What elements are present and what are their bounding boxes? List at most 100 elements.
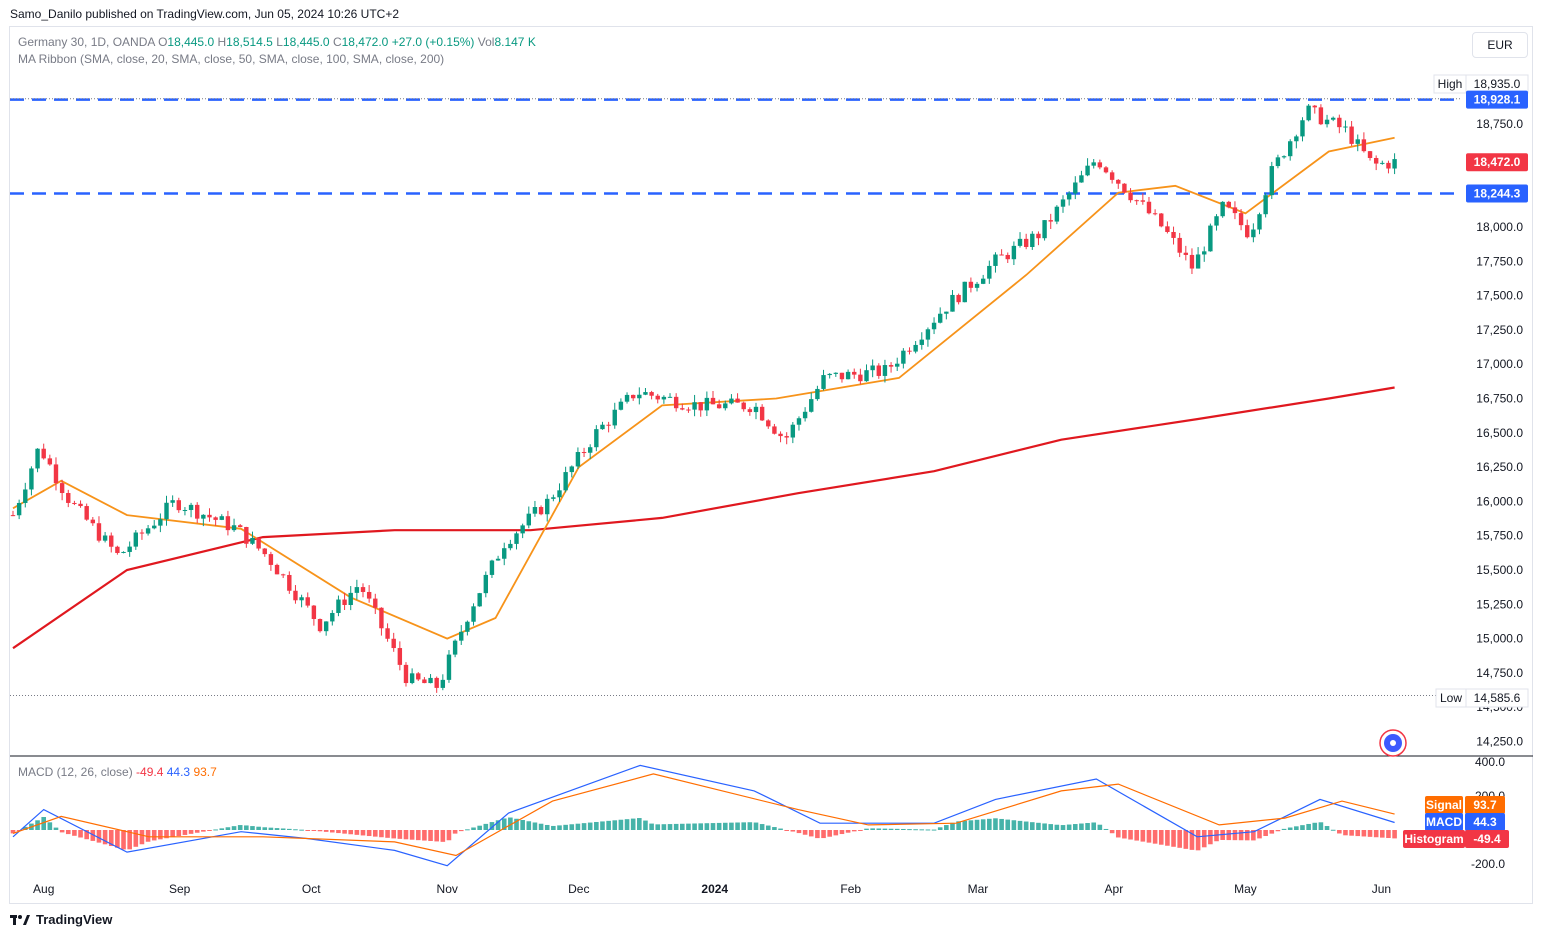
candle-body <box>637 394 642 399</box>
macd-hist-bar <box>108 830 114 847</box>
candle-body <box>354 587 360 593</box>
candle <box>115 545 120 555</box>
macd-hist-bar <box>649 823 654 830</box>
candle <box>502 542 507 566</box>
candle-body <box>1116 179 1121 184</box>
candle-body <box>502 548 507 559</box>
candle <box>409 668 415 685</box>
macd-signal-value: 93.7 <box>193 765 217 779</box>
macd-hist-bar <box>987 818 992 830</box>
candle-body <box>962 281 967 303</box>
candle <box>532 500 538 517</box>
macd-hist-bar <box>851 830 857 832</box>
macd-hist-bar <box>680 823 685 830</box>
time-tick-label: Apr <box>1105 882 1124 896</box>
candle <box>428 674 433 684</box>
candle <box>649 390 654 400</box>
candle <box>373 593 378 615</box>
price-tick-label: 16,250.0 <box>1476 460 1523 474</box>
macd-hist-bar <box>102 830 108 845</box>
candle <box>944 311 949 320</box>
candle <box>127 541 132 557</box>
candle <box>729 394 734 405</box>
price-tick-label: 18,000.0 <box>1476 220 1523 234</box>
candle-body <box>440 679 446 688</box>
macd-name-tag-bg <box>1425 813 1463 831</box>
candle <box>790 422 796 444</box>
macd-hist-bar <box>1183 830 1189 849</box>
candle <box>778 431 783 443</box>
macd-hist-bar <box>532 822 538 830</box>
candle-body <box>102 535 108 541</box>
macd-hist-bar <box>41 817 47 830</box>
candle <box>870 359 875 378</box>
candle <box>1312 105 1317 114</box>
candle <box>1275 154 1281 169</box>
candle-body <box>274 564 280 575</box>
macd-hist-bar <box>901 828 906 830</box>
macd-hist-bar <box>716 822 722 830</box>
macd-hist-bar <box>96 830 102 843</box>
signal-name-tag: Signal <box>1425 796 1463 814</box>
candle-body <box>78 503 83 507</box>
candle-body <box>379 607 384 629</box>
candle-body <box>1066 193 1072 200</box>
candle-body <box>1343 126 1348 128</box>
candle-body <box>465 621 470 632</box>
replay-icon[interactable] <box>1379 729 1407 757</box>
macd-hist-bar <box>495 820 501 830</box>
candle <box>47 454 53 466</box>
candle <box>551 494 556 502</box>
candle-body <box>1023 238 1029 247</box>
candle-body <box>778 433 783 437</box>
hist-value-tag-bg <box>1465 830 1509 848</box>
candle-body <box>802 411 808 419</box>
high-value-text: 18,935.0 <box>1474 77 1521 91</box>
candle <box>385 623 390 642</box>
currency-button[interactable]: EUR <box>1472 32 1528 58</box>
macd-hist-bar <box>1054 824 1060 830</box>
candle <box>219 514 224 521</box>
macd-hist-bar <box>667 824 673 830</box>
published-line: Samo_Danilo published on TradingView.com… <box>10 7 400 21</box>
macd-hist-bar <box>600 821 605 830</box>
price-tick-label: 15,500.0 <box>1476 563 1523 577</box>
chart-frame <box>9 26 1533 904</box>
candle-body <box>495 558 501 561</box>
macd-legend[interactable]: MACD (12, 26, close) -49.4 44.3 93.7 <box>18 765 217 779</box>
candle <box>723 400 728 411</box>
candle <box>747 407 753 416</box>
candle-body <box>1269 166 1274 196</box>
indicator-legend[interactable]: MA Ribbon (SMA, close, 20, SMA, close, 5… <box>18 52 445 66</box>
candle-body <box>1042 220 1047 239</box>
candle <box>477 592 482 607</box>
candle <box>489 559 495 578</box>
macd-hist-bar <box>84 830 89 840</box>
candle <box>90 516 96 526</box>
candle <box>133 530 139 550</box>
candle <box>1165 221 1170 234</box>
candle-body <box>809 399 814 412</box>
candle <box>195 502 200 524</box>
candle-body <box>1152 213 1158 215</box>
macd-hist-bar <box>1177 830 1182 848</box>
macd-hist-bar <box>1030 822 1035 830</box>
macd-value-tag: 44.3 <box>1465 813 1505 831</box>
signal-value-tag: 93.7 <box>1465 796 1505 814</box>
candle <box>1257 212 1262 235</box>
macd-title: MACD (12, 26, close) <box>18 765 133 779</box>
candle-body <box>305 597 310 606</box>
high-tag-label: High <box>1438 77 1463 91</box>
price-tick-label: 18,750.0 <box>1476 117 1523 131</box>
candle <box>600 421 605 430</box>
macd-hist-bar <box>22 826 28 830</box>
candle <box>1091 159 1096 169</box>
macd-hist-bar <box>581 823 587 830</box>
candle-body <box>845 371 851 380</box>
candle-body <box>1146 201 1152 214</box>
candle-body <box>587 447 593 453</box>
candle-body <box>858 374 863 382</box>
candle-body <box>692 402 697 410</box>
macd-hist-bar <box>1011 820 1017 830</box>
